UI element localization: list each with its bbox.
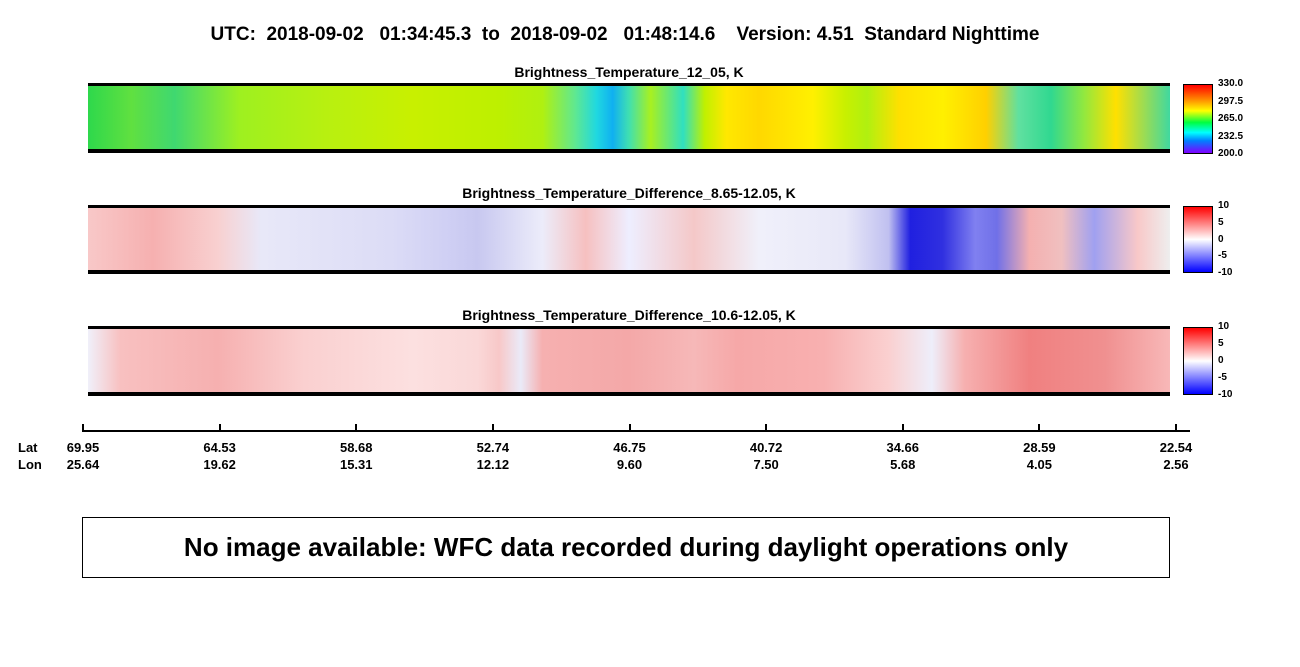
notice-text: No image available: WFC data recorded du…: [183, 532, 1069, 562]
row-label: Lat: [18, 440, 38, 455]
x-tick: [1175, 424, 1177, 431]
colorbar-tick-label: 0: [1218, 355, 1224, 366]
panel-title: Brightness_Temperature_12_05, K: [514, 64, 744, 80]
lat-label: 58.68: [339, 440, 373, 455]
lat-label: 52.74: [476, 440, 510, 455]
x-tick: [1038, 424, 1041, 431]
image-strip: [88, 83, 1170, 153]
lat-label: 64.53: [203, 440, 236, 455]
colorbar-tick-label: 232.5: [1218, 130, 1244, 142]
lat-label: 40.72: [749, 440, 783, 455]
colorbar-tick-label: 200.0: [1218, 148, 1244, 159]
x-tick: [901, 424, 904, 431]
colorbar-tick-label: -10: [1218, 267, 1233, 278]
lon-label: 4.05: [1026, 457, 1053, 472]
colorbar-tick-label: 330.0: [1218, 78, 1244, 89]
x-tick: [82, 424, 84, 431]
lon-label: 12.12: [476, 457, 510, 472]
lon-label: 2.56: [1163, 457, 1189, 472]
colorbar-tick-label: 5: [1218, 216, 1224, 228]
notice-box: No image available: WFC data recorded du…: [82, 517, 1170, 578]
page-title: UTC: 2018-09-02 01:34:45.3 to 2018-09-02…: [210, 24, 1040, 45]
lon-label: 5.68: [890, 457, 916, 472]
image-strip: [88, 205, 1170, 274]
colorbar-tick-label: 297.5: [1218, 95, 1244, 107]
lat-label: 46.75: [613, 440, 646, 455]
lon-label: 7.50: [753, 457, 779, 472]
x-tick: [491, 424, 494, 431]
x-tick: [218, 424, 221, 431]
x-tick: [355, 424, 358, 431]
colorbar: [1183, 84, 1213, 154]
colorbar: [1183, 327, 1213, 395]
colorbar-tick-label: -5: [1218, 372, 1227, 383]
colorbar-tick-label: -5: [1218, 250, 1227, 262]
lon-label: 15.31: [339, 457, 373, 472]
colorbar-tick-label: 5: [1218, 338, 1224, 349]
colorbar-tick-label: 10: [1218, 321, 1230, 332]
image-strip: [88, 326, 1170, 396]
x-tick: [765, 424, 768, 431]
lat-label: 28.59: [1023, 440, 1056, 455]
colorbar-tick-label: 265.0: [1218, 113, 1244, 124]
colorbar-tick-label: 0: [1218, 233, 1224, 245]
x-tick: [628, 424, 631, 431]
panel-title: Brightness_Temperature_Difference_10.6-1…: [462, 307, 796, 323]
colorbar: [1183, 206, 1213, 273]
lat-label: 22.54: [1159, 440, 1193, 455]
lat-label: 69.95: [66, 440, 100, 455]
lon-label: 9.60: [616, 457, 643, 472]
lon-label: 25.64: [66, 457, 100, 472]
row-label: Lon: [18, 457, 42, 472]
lat-label: 34.66: [886, 440, 920, 455]
colorbar-tick-label: 10: [1218, 200, 1230, 211]
panel-title: Brightness_Temperature_Difference_8.65-1…: [462, 185, 796, 201]
lon-label: 19.62: [203, 457, 236, 472]
colorbar-tick-label: -10: [1218, 389, 1233, 400]
x-axis-line: [82, 430, 1190, 432]
